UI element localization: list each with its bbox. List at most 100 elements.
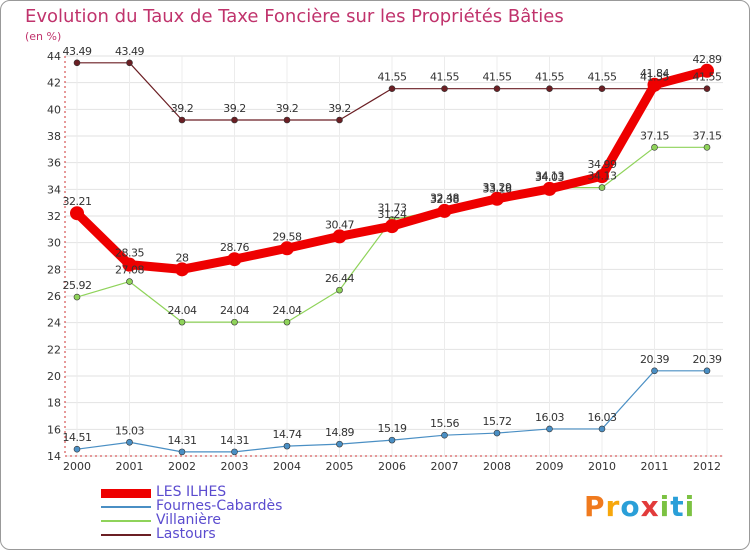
data-label-lastours: 39.2 (276, 102, 299, 115)
legend-swatch-fournes-cabardes (101, 506, 151, 508)
data-point-lastours (441, 85, 448, 92)
data-label-les-ilhes: 29.58 (273, 230, 302, 243)
data-label-lastours: 41.55 (588, 71, 617, 84)
data-label-lastours: 39.2 (171, 102, 194, 115)
data-point-les-ilhes (175, 262, 189, 277)
data-point-les-ilhes (542, 181, 557, 196)
logo-letter: x (640, 490, 660, 523)
x-tick-label: 2001 (116, 460, 144, 473)
legend-label: LES ILHES (156, 484, 227, 500)
data-label-fournes-cabard-s: 14.51 (63, 431, 92, 444)
legend-swatch-lastours (101, 534, 151, 536)
data-label-lastours: 43.49 (63, 45, 92, 58)
data-label-villani-re: 25.92 (63, 279, 92, 292)
x-tick-label: 2002 (168, 460, 196, 473)
data-label-fournes-cabard-s: 15.56 (430, 417, 459, 430)
data-label-villani-re: 37.15 (640, 129, 669, 142)
data-label-lastours: 43.49 (115, 45, 144, 58)
data-point-villani-re (651, 144, 658, 151)
data-point-lastours (126, 59, 133, 67)
data-label-lastours: 41.55 (430, 71, 459, 84)
y-tick-label: 24 (47, 317, 61, 330)
y-tick-label: 40 (47, 103, 61, 116)
x-tick-label: 2000 (63, 460, 91, 473)
data-label-villani-re: 37.15 (693, 129, 722, 142)
data-label-villani-re: 24.04 (220, 304, 249, 317)
data-label-fournes-cabard-s: 14.89 (325, 426, 354, 439)
data-point-lastours (231, 116, 238, 124)
data-point-fournes-cabard-s (178, 448, 186, 456)
data-point-les-ilhes (595, 169, 609, 184)
x-tick-label: 2011 (641, 460, 669, 473)
x-tick-label: 2008 (483, 460, 511, 473)
data-label-les-ilhes: 32.38 (430, 193, 459, 206)
data-point-les-ilhes (70, 206, 84, 221)
unit-label: (en %) (25, 30, 62, 43)
data-point-fournes-cabard-s (73, 445, 81, 453)
x-tick-label: 2006 (378, 460, 406, 473)
data-point-fournes-cabard-s (493, 429, 501, 437)
data-label-lastours: 39.2 (223, 102, 246, 115)
y-tick-label: 30 (47, 237, 61, 250)
data-label-les-ilhes: 33.29 (483, 181, 512, 194)
data-point-les-ilhes (332, 229, 347, 244)
x-tick-label: 2012 (693, 460, 721, 473)
data-point-lastours (546, 85, 553, 92)
data-point-fournes-cabard-s (598, 425, 606, 433)
data-point-les-ilhes (490, 191, 504, 206)
y-tick-label: 16 (47, 423, 61, 436)
data-label-fournes-cabard-s: 16.03 (588, 411, 617, 424)
y-tick-label: 36 (47, 157, 61, 170)
y-tick-label: 38 (47, 130, 61, 143)
data-point-lastours (336, 116, 343, 124)
logo-letter: i (684, 490, 696, 523)
data-point-les-ilhes (385, 219, 399, 234)
x-tick-label: 2004 (273, 460, 301, 473)
y-tick-label: 44 (47, 50, 61, 63)
data-label-villani-re: 34.13 (535, 170, 564, 183)
chart-title: Evolution du Taux de Taxe Foncière sur l… (25, 6, 564, 27)
x-tick-label: 2009 (536, 460, 564, 473)
data-label-fournes-cabard-s: 20.39 (640, 353, 669, 366)
data-label-villani-re: 33.16 (483, 183, 512, 196)
data-point-fournes-cabard-s (336, 440, 343, 448)
x-tick-label: 2003 (221, 460, 249, 473)
legend-swatch-les-ilhes (101, 489, 151, 498)
logo-letter: t (670, 490, 685, 523)
x-tick-label: 2005 (326, 460, 354, 473)
data-point-les-ilhes (280, 241, 294, 256)
y-tick-label: 28 (47, 263, 61, 276)
data-label-les-ilhes: 31.24 (378, 208, 407, 221)
y-tick-label: 18 (47, 397, 61, 410)
data-point-les-ilhes (122, 257, 137, 272)
data-point-villani-re (598, 184, 606, 191)
data-label-les-ilhes: 42.89 (693, 53, 722, 66)
data-point-villani-re (283, 318, 291, 326)
data-label-villani-re: 27.08 (115, 264, 144, 277)
data-label-fournes-cabard-s: 15.19 (378, 422, 407, 435)
data-point-fournes-cabard-s (388, 436, 396, 444)
logo-letter: r (605, 490, 621, 523)
data-label-les-ilhes: 28.35 (115, 247, 144, 260)
data-point-villani-re (73, 293, 81, 301)
y-tick-label: 34 (47, 183, 61, 196)
legend-label: Lastours (156, 526, 216, 542)
x-tick-label: 2007 (431, 460, 459, 473)
data-point-lastours (598, 85, 606, 92)
data-point-fournes-cabard-s (126, 438, 133, 446)
data-point-fournes-cabard-s (283, 442, 291, 450)
y-tick-label: 26 (47, 290, 61, 303)
data-point-lastours (703, 85, 711, 92)
data-point-villani-re (126, 278, 133, 285)
data-point-les-ilhes (437, 203, 452, 218)
data-point-fournes-cabard-s (651, 367, 658, 375)
data-point-lastours (73, 59, 81, 67)
data-point-fournes-cabard-s (546, 425, 553, 433)
data-label-lastours: 41.55 (693, 71, 722, 84)
data-label-les-ilhes: 32.21 (63, 195, 92, 208)
data-point-lastours (178, 116, 186, 124)
data-label-villani-re: 24.04 (168, 304, 197, 317)
y-tick-label: 20 (47, 370, 61, 383)
